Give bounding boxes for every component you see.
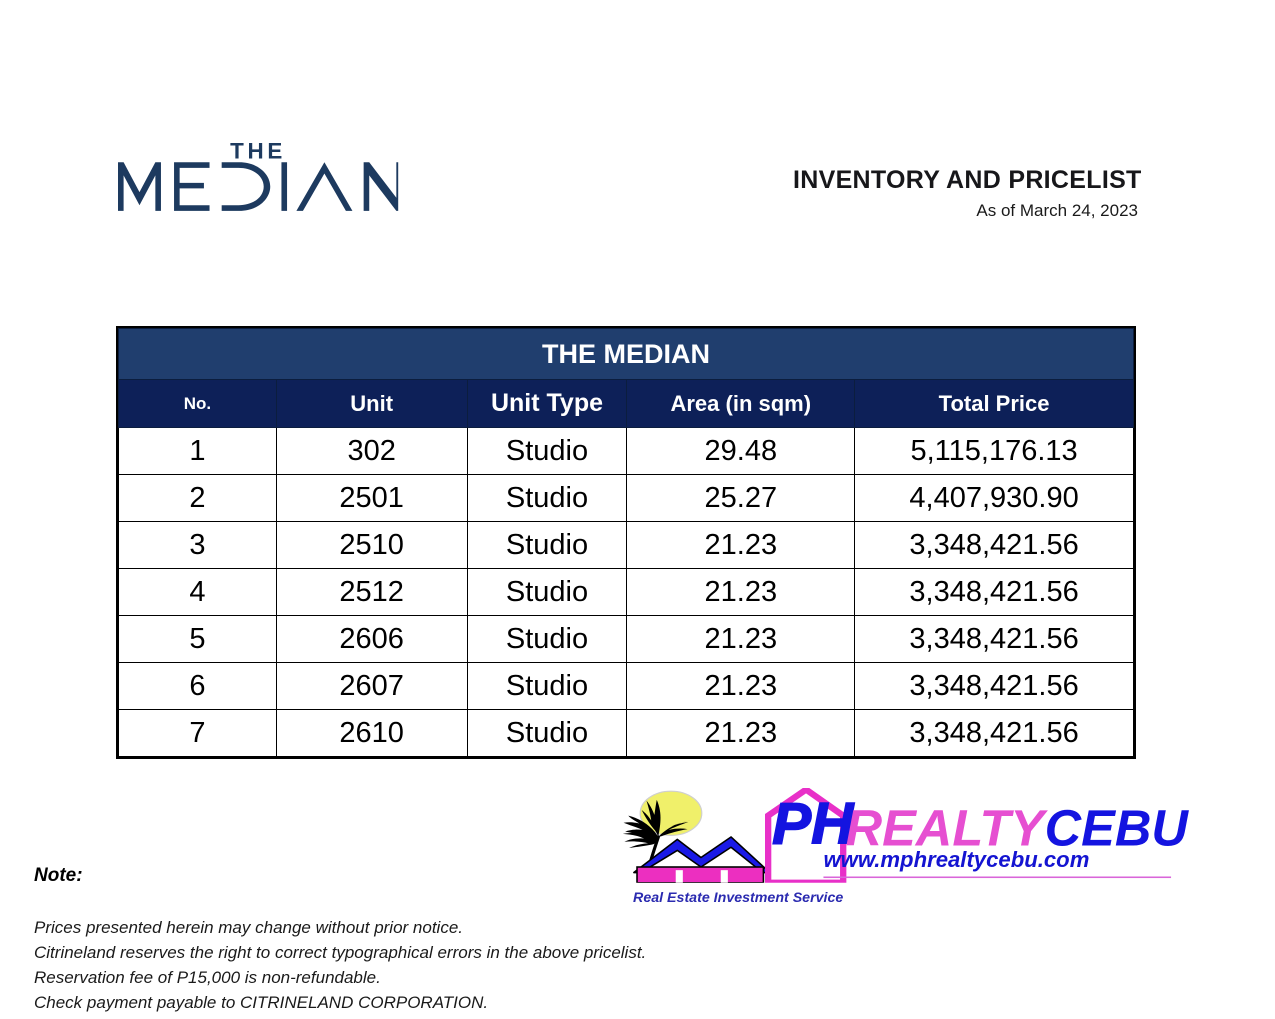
svg-text:THE: THE: [230, 139, 286, 164]
